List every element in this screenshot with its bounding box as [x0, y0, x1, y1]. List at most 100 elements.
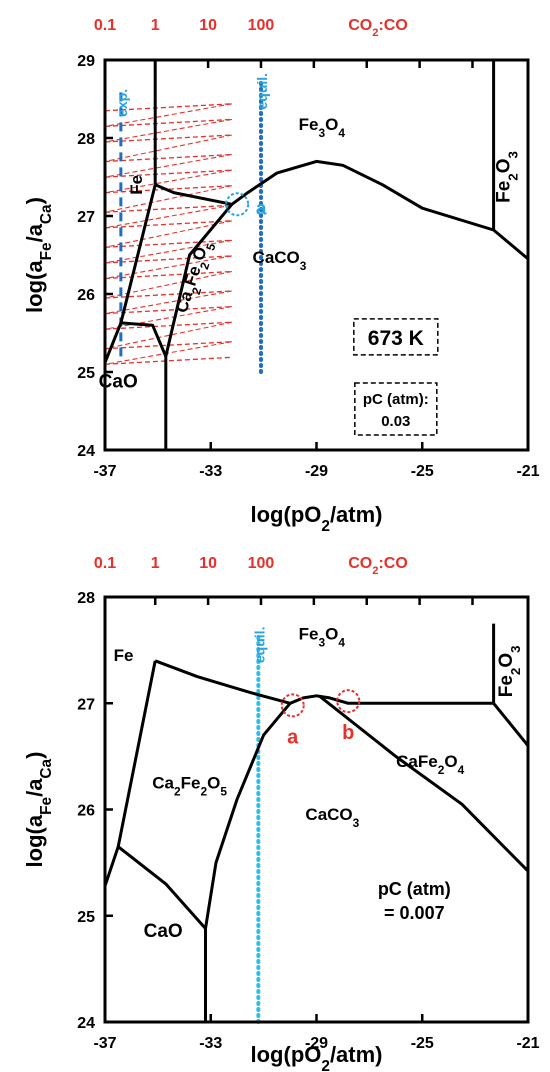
- scan-line: [104, 321, 232, 330]
- scan-line: [104, 153, 232, 178]
- y-tick-label: 29: [77, 53, 95, 70]
- top-tick-label: 1: [151, 555, 160, 572]
- temperature-box: [353, 318, 439, 356]
- chart-panel-2: equil. -37 -33 -29 -25 -21 24 25 26 27 28 0.1 1 10 100…: [22, 555, 540, 1072]
- phase-boundary: [204, 702, 292, 929]
- scan-line: [104, 204, 232, 213]
- region-label: CaCO3: [305, 805, 359, 830]
- scan-line: [104, 239, 232, 264]
- pressure-box: [354, 382, 438, 436]
- y-tick-label: 28: [77, 131, 95, 148]
- y-tick-label: 27: [77, 209, 95, 226]
- x-tick-label: -33: [199, 1035, 222, 1052]
- y-axis-label: log(aFe/aCa): [22, 752, 55, 868]
- point-label-a: a: [256, 198, 267, 219]
- scan-line: [104, 169, 232, 194]
- scan-line: [104, 270, 233, 299]
- scan-line: [104, 220, 232, 229]
- x-axis-label: log(pO2/atm): [251, 502, 383, 535]
- region-label: Fe: [127, 175, 146, 195]
- scan-line: [104, 185, 232, 194]
- scan-line: [104, 118, 232, 143]
- y-tick-label: 25: [77, 909, 95, 926]
- scan-line: [104, 220, 233, 248]
- region-label: Ca2Fe2O5: [172, 238, 219, 317]
- x-tick-label: -21: [516, 463, 539, 480]
- phase-boundary: [119, 184, 157, 324]
- equil-line-label: equil.: [251, 627, 267, 664]
- top-tick-label: 100: [248, 555, 275, 572]
- region-label: Fe3O4: [299, 115, 346, 140]
- region-label: CaO: [144, 921, 183, 942]
- scan-line: [104, 153, 232, 163]
- exp-line-label: exp.: [114, 89, 130, 117]
- experimental-scan-lines: [104, 103, 233, 365]
- y-tick-label: 26: [77, 803, 95, 820]
- phase-boundary: [154, 659, 494, 705]
- x-axis-label: log(pO2/atm): [251, 1042, 383, 1072]
- phase-boundary: [116, 660, 157, 847]
- phase-boundary: [492, 702, 530, 747]
- phase-boundary: [103, 845, 207, 930]
- phase-boundary: [164, 203, 234, 357]
- region-label: CaO: [99, 372, 138, 393]
- scan-line: [104, 134, 232, 143]
- scan-line: [104, 103, 232, 127]
- scan-line: [104, 306, 232, 330]
- region-label: Ca2Fe2O5: [152, 773, 227, 798]
- scan-line: [104, 255, 232, 280]
- y-tick-label: 26: [77, 287, 95, 304]
- top-tick-label: 1: [151, 17, 160, 34]
- region-label: CaCO3: [253, 248, 307, 273]
- region-label: Fe2O3: [493, 151, 520, 203]
- top-tick-label: 10: [199, 17, 217, 34]
- point-marker-b: [336, 689, 361, 714]
- top-tick-label: 100: [248, 17, 275, 34]
- scan-line: [104, 239, 232, 248]
- phase-boundary: [103, 321, 168, 364]
- x-tick-label: -21: [516, 1035, 539, 1052]
- scan-line: [104, 321, 233, 350]
- scan-line: [104, 169, 232, 178]
- point-marker-a: [280, 693, 305, 718]
- scan-line: [104, 103, 232, 112]
- scan-line: [104, 290, 232, 315]
- phase-boundary: [154, 159, 529, 261]
- x-tick-label: -37: [93, 463, 116, 480]
- x-tick-label: -25: [411, 1035, 434, 1052]
- region-label: CaFe2O4: [396, 752, 464, 777]
- pressure-value: 0.03: [381, 413, 410, 430]
- region-label: Fe3O4: [299, 625, 346, 650]
- scan-line: [104, 356, 232, 365]
- temperature-label: 673 K: [368, 327, 424, 350]
- top-axis-label: CO2:CO: [348, 555, 408, 577]
- equil-line-label: equil.: [254, 73, 270, 110]
- x-tick-label: -37: [93, 1035, 116, 1052]
- scan-line: [104, 341, 232, 350]
- pressure-label: pC (atm):: [363, 391, 429, 408]
- x-tick-label: -29: [305, 1035, 328, 1052]
- y-tick-label: 28: [77, 590, 95, 607]
- region-label: Fe2O3: [496, 645, 523, 697]
- scan-line: [104, 185, 233, 213]
- y-tick-label: 27: [77, 696, 95, 713]
- chart-panel-1: exp. equil. -37 -33 -29 -25 -21 24 25 26 27 28 29 0.1…: [22, 17, 540, 535]
- scan-line: [104, 118, 232, 128]
- top-tick-label: 0.1: [94, 555, 116, 572]
- x-tick-label: -29: [305, 463, 328, 480]
- point-marker-a: [225, 192, 250, 217]
- y-axis-label: log(aFe/aCa): [22, 197, 55, 313]
- scan-line: [104, 204, 232, 229]
- scan-line: [104, 255, 232, 264]
- pressure-label: pC (atm): [378, 879, 451, 899]
- top-axis-label: CO2:CO: [348, 17, 408, 39]
- scan-line: [104, 341, 232, 365]
- pressure-value: = 0.007: [384, 903, 445, 923]
- point-label-b: b: [342, 722, 354, 744]
- region-label: Fe: [114, 646, 134, 665]
- x-tick-label: -33: [199, 463, 222, 480]
- scan-line: [104, 134, 233, 163]
- scan-line: [104, 305, 232, 315]
- scan-line: [104, 270, 232, 280]
